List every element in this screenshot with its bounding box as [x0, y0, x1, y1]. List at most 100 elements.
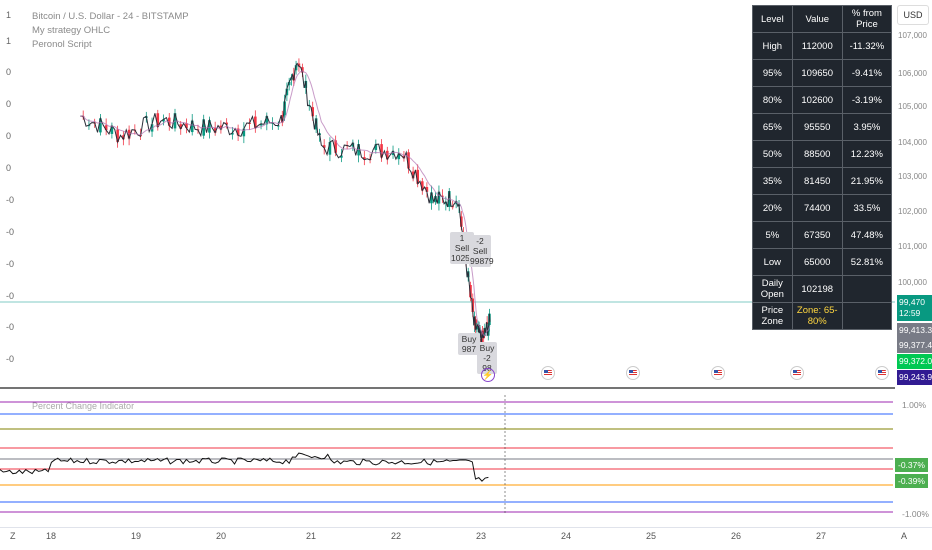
- candle: [162, 119, 165, 122]
- price-series-line: [80, 62, 491, 348]
- left-axis-label: 1: [6, 10, 12, 20]
- table-header: % from Price: [841, 5, 893, 33]
- price-axis-label: 105,000: [898, 102, 927, 111]
- time-axis-label: 20: [216, 531, 227, 541]
- table-row: 20% 74400 33.5%: [752, 194, 893, 222]
- table-row: 5% 67350 47.48%: [752, 221, 893, 249]
- left-axis-label: 0: [6, 99, 12, 109]
- price-axis-label: 107,000: [898, 31, 927, 40]
- candle: [87, 125, 91, 127]
- candle: [297, 63, 301, 67]
- time-axis-label: 19: [131, 531, 142, 541]
- table-row: Low 65000 52.81%: [752, 248, 893, 276]
- table-header-row: Level Value % from Price: [752, 5, 893, 33]
- candle: [190, 120, 194, 133]
- us-flag-event-icon[interactable]: [875, 366, 889, 380]
- candle: [231, 132, 234, 135]
- us-flag-event-icon[interactable]: [626, 366, 640, 380]
- price-axis-label: 100,000: [898, 278, 927, 287]
- price-axis-label: 101,000: [898, 242, 927, 251]
- left-axis-label: 0: [6, 131, 12, 141]
- time-axis-label: 22: [391, 531, 402, 541]
- table-header: Value: [791, 5, 843, 33]
- candle: [328, 142, 332, 155]
- candle: [156, 113, 160, 127]
- candle: [374, 144, 378, 151]
- left-axis-label: -0: [6, 322, 15, 332]
- candle: [434, 196, 437, 202]
- table-row: 80% 102600 -3.19%: [752, 86, 893, 114]
- price-axis-label: 104,000: [898, 138, 927, 147]
- sell-signal-label[interactable]: -2 Sell 99879: [469, 235, 494, 267]
- us-flag-event-icon[interactable]: [541, 366, 555, 380]
- candle: [380, 144, 383, 158]
- indicator-value-tag: -0.37%: [895, 458, 928, 472]
- table-row: High 112000 -11.32%: [752, 32, 893, 60]
- table-row: 35% 81450 21.95%: [752, 167, 893, 195]
- percent-change-line: [0, 452, 489, 482]
- time-axis-label: 24: [561, 531, 572, 541]
- candle: [99, 118, 102, 133]
- candle: [430, 192, 433, 204]
- left-axis-label: -0: [6, 195, 15, 205]
- candle: [283, 101, 286, 116]
- candle: [471, 298, 475, 313]
- left-axis-label: 0: [6, 67, 12, 77]
- candle: [411, 171, 415, 179]
- left-axis-label: 0: [6, 163, 12, 173]
- us-flag-event-icon[interactable]: [790, 366, 804, 380]
- candle: [104, 125, 108, 131]
- candle: [185, 123, 188, 129]
- script-label[interactable]: Peronol Script: [32, 39, 92, 50]
- price-tag: 99,377.42: [897, 338, 932, 353]
- indicator-value-tag: -0.39%: [895, 474, 928, 488]
- candle: [420, 181, 424, 191]
- time-axis-label: 18: [46, 531, 57, 541]
- candle: [469, 285, 472, 298]
- price-tag: 99,372.00: [897, 354, 932, 369]
- left-axis-label: -0: [6, 259, 15, 269]
- left-axis-label: -0: [6, 354, 15, 364]
- candle: [287, 81, 291, 86]
- candle: [116, 129, 119, 143]
- candle: [290, 77, 293, 80]
- left-axis-label: -0: [6, 227, 15, 237]
- candle: [179, 124, 183, 129]
- buy-signal-label[interactable]: Buy 987: [458, 333, 480, 355]
- candle: [311, 107, 315, 117]
- levels-table: Level Value % from Price High 112000 -11.3…: [752, 5, 893, 330]
- price-axis-label: 103,000: [898, 172, 927, 181]
- candle: [213, 128, 217, 133]
- candle: [340, 155, 343, 158]
- lightning-icon[interactable]: ⚡: [481, 368, 495, 382]
- price-axis-label: 102,000: [898, 207, 927, 216]
- candle: [301, 67, 304, 73]
- candles: [81, 58, 491, 354]
- time-axis-label: 21: [306, 531, 317, 541]
- price-axis-label: 106,000: [898, 69, 927, 78]
- candle: [225, 122, 228, 125]
- table-row: 50% 88500 12.23%: [752, 140, 893, 168]
- candle: [122, 135, 125, 140]
- candle: [322, 145, 326, 148]
- currency-button[interactable]: USD: [897, 5, 929, 25]
- candle: [236, 128, 240, 136]
- us-flag-event-icon[interactable]: [711, 366, 725, 380]
- indicator-level-lines: [0, 401, 893, 513]
- candle: [259, 123, 263, 126]
- time-axis-border: [0, 527, 932, 528]
- percent-change-pane[interactable]: [0, 390, 932, 525]
- last-price-tag: 99,470 12:59: [897, 295, 932, 321]
- price-tag: 99,243.93: [897, 370, 932, 385]
- time-axis-label: 25: [646, 531, 657, 541]
- symbol-title[interactable]: Bitcoin / U.S. Dollar - 24 - BITSTAMP: [32, 11, 189, 22]
- indicator-title[interactable]: Percent Change Indicator: [32, 401, 135, 411]
- candle: [407, 152, 410, 169]
- candle: [242, 128, 246, 137]
- table-row: 65% 95550 3.95%: [752, 113, 893, 141]
- price-chart[interactable]: [0, 0, 932, 390]
- candle: [294, 65, 298, 71]
- strategy-label[interactable]: My strategy OHLC: [32, 25, 111, 36]
- candle: [150, 124, 154, 132]
- time-axis-marker: Z: [10, 531, 16, 541]
